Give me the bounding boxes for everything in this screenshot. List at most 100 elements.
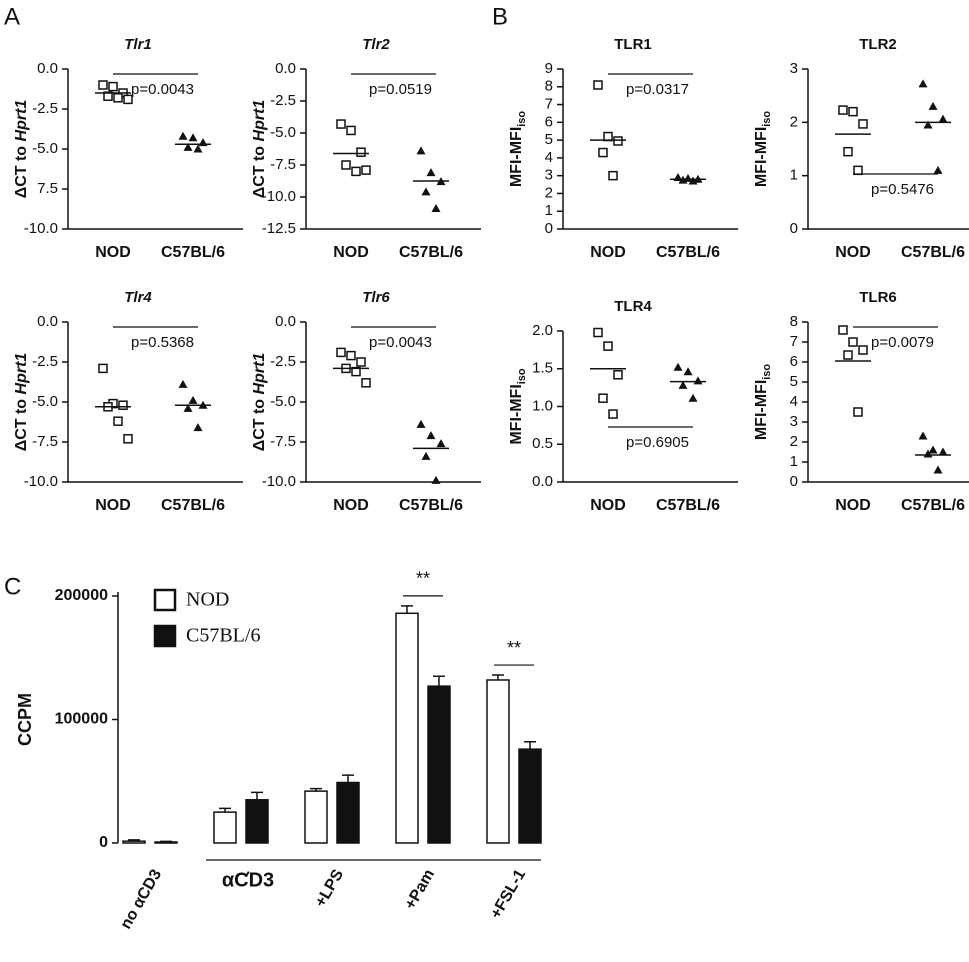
annotation: p=0.0043 bbox=[131, 81, 194, 98]
annotation: p=0.0079 bbox=[871, 334, 934, 351]
x-tick-label: no αCD3 bbox=[117, 867, 165, 933]
data-point bbox=[938, 114, 948, 123]
x-tick-label: C57BL/6 bbox=[901, 244, 965, 261]
y-tick-label: 4 bbox=[790, 393, 798, 410]
x-tick-label: NOD bbox=[333, 244, 369, 261]
data-point bbox=[193, 423, 203, 432]
data-point bbox=[98, 363, 108, 374]
y-axis-label-part: MFI-MFI bbox=[753, 380, 770, 440]
data-point bbox=[356, 357, 366, 367]
data-point bbox=[858, 119, 868, 129]
error-bar bbox=[128, 839, 140, 842]
y-tick-label: 0 bbox=[790, 220, 798, 237]
y-axis-label-part: ΔCT to bbox=[13, 394, 30, 451]
y-axis-label-part: ΔCT to bbox=[251, 141, 268, 198]
data-point bbox=[603, 131, 613, 142]
bar bbox=[336, 781, 360, 844]
data-point bbox=[938, 447, 948, 456]
data-point bbox=[416, 419, 426, 428]
y-tick-label: 5 bbox=[790, 373, 798, 390]
chart-title: TLR4 bbox=[614, 298, 652, 315]
y-tick-label: 0 bbox=[545, 220, 553, 237]
data-point bbox=[608, 409, 618, 419]
y-tick-label: 0 bbox=[790, 473, 798, 490]
x-tick-label: C57BL/6 bbox=[656, 244, 720, 261]
data-point bbox=[613, 136, 623, 146]
y-tick-label: 1.0 bbox=[532, 397, 553, 414]
y-tick-label: 7 bbox=[545, 96, 553, 113]
annotation: p=0.0519 bbox=[369, 81, 432, 98]
data-point bbox=[673, 362, 683, 371]
y-axis-label-part: ΔCT to bbox=[13, 141, 30, 198]
data-point bbox=[98, 80, 108, 90]
x-tick-label: C57BL/6 bbox=[901, 497, 965, 514]
y-axis-label: MFI-MFIiso bbox=[508, 111, 528, 188]
y-tick-label: 1.5 bbox=[532, 360, 553, 377]
data-point bbox=[838, 325, 848, 335]
y-tick-label: -7.5 bbox=[270, 433, 296, 450]
significance-label: ** bbox=[507, 638, 521, 658]
data-point bbox=[918, 79, 928, 88]
y-tick-label: 0.0 bbox=[532, 473, 553, 490]
bar bbox=[427, 685, 451, 844]
x-tick-label: C57BL/6 bbox=[656, 497, 720, 514]
data-point bbox=[416, 146, 426, 155]
y-axis-label: ΔCT to Hprt1 bbox=[13, 100, 30, 199]
data-point bbox=[183, 403, 193, 412]
error-bar bbox=[160, 840, 172, 843]
y-tick-label: 4 bbox=[545, 149, 553, 166]
data-point bbox=[113, 93, 123, 103]
annotation: p=0.5476 bbox=[871, 181, 934, 198]
x-tick-label: +FSL-1 bbox=[487, 867, 529, 922]
y-tick-label: 1 bbox=[545, 202, 553, 219]
y-tick-label: 3 bbox=[790, 60, 798, 77]
y-tick-label: -2.5 bbox=[270, 353, 296, 370]
y-axis-label-part: ΔCT to bbox=[251, 394, 268, 451]
y-tick-label: 0.5 bbox=[532, 435, 553, 452]
data-point bbox=[188, 395, 198, 404]
data-point bbox=[361, 165, 371, 175]
data-point bbox=[346, 350, 356, 361]
chart-title: TLR6 bbox=[859, 289, 897, 306]
data-point bbox=[356, 147, 366, 157]
x-tick-label: NOD bbox=[835, 497, 871, 514]
data-point bbox=[123, 434, 133, 444]
data-point bbox=[843, 146, 853, 157]
y-axis-label-part: Hprt1 bbox=[251, 353, 268, 395]
annotation: p=0.5368 bbox=[131, 334, 194, 351]
x-tick-label: NOD bbox=[333, 497, 369, 514]
error-bar bbox=[524, 740, 536, 750]
annotation: p=0.0317 bbox=[626, 81, 689, 98]
data-point bbox=[598, 147, 608, 158]
data-point bbox=[843, 350, 853, 360]
y-tick-label: 8 bbox=[790, 313, 798, 330]
data-point bbox=[118, 400, 128, 410]
y-tick-label: -10.0 bbox=[24, 473, 58, 490]
data-point bbox=[431, 475, 441, 484]
y-tick-label: -10.0 bbox=[262, 188, 296, 205]
bar bbox=[122, 840, 146, 844]
data-point bbox=[598, 393, 608, 403]
data-point bbox=[426, 431, 436, 440]
data-point bbox=[933, 165, 943, 174]
error-bar bbox=[433, 675, 445, 687]
data-point bbox=[361, 378, 371, 388]
data-point bbox=[113, 416, 123, 426]
y-axis-label-part: iso bbox=[516, 111, 528, 127]
data-point bbox=[928, 101, 938, 110]
bar bbox=[245, 799, 269, 844]
y-tick-label: 3 bbox=[545, 167, 553, 184]
x-tick-label: +Pam bbox=[402, 867, 438, 913]
chart-title: Tlr2 bbox=[362, 36, 390, 53]
y-tick-label: -2.5 bbox=[32, 100, 58, 117]
y-tick-label: 3 bbox=[790, 413, 798, 430]
data-point bbox=[608, 170, 618, 181]
y-tick-label: -2.5 bbox=[32, 353, 58, 370]
data-point bbox=[853, 407, 863, 417]
panel-letter: C bbox=[4, 573, 21, 600]
chart-title: Tlr4 bbox=[124, 289, 152, 306]
y-tick-label: -12.5 bbox=[262, 220, 296, 237]
y-tick-label: 7 bbox=[790, 333, 798, 350]
y-tick-label: -10.0 bbox=[262, 473, 296, 490]
data-point bbox=[108, 81, 118, 92]
